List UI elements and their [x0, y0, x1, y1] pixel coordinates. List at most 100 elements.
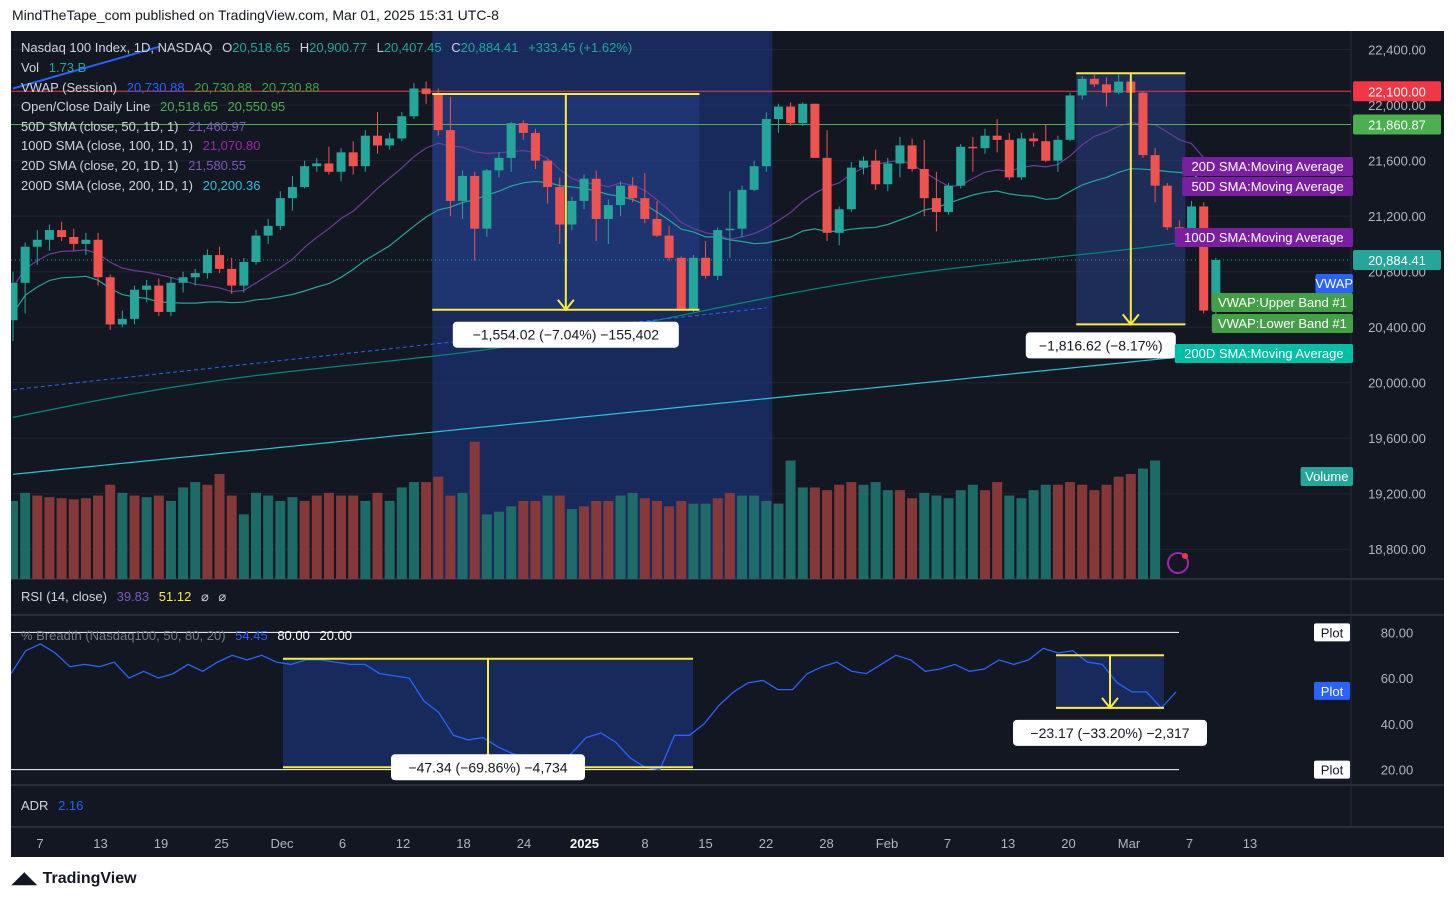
candle-body[interactable] — [761, 119, 771, 167]
candle-body[interactable] — [810, 103, 820, 158]
candle-body[interactable] — [1199, 206, 1209, 311]
plot-tag[interactable]: Plot — [1321, 625, 1344, 640]
candle-body[interactable] — [130, 289, 139, 319]
vwap-legend[interactable]: VWAP (Session) 20,730.88 20,730.88 20,73… — [21, 80, 320, 95]
candle-body[interactable] — [57, 230, 67, 237]
candle-body[interactable] — [543, 160, 553, 188]
candle-body[interactable] — [154, 285, 164, 312]
candle-body[interactable] — [883, 163, 893, 185]
candle-body[interactable] — [445, 130, 455, 201]
chart-area[interactable]: −1,554.02 (−7.04%) −155,402 −1,816.62 (−8… — [11, 31, 1444, 857]
candle-body[interactable] — [603, 205, 613, 219]
candle-body[interactable] — [652, 218, 662, 236]
candle-body[interactable] — [628, 185, 638, 199]
candle-body[interactable] — [20, 246, 30, 283]
candle-body[interactable] — [117, 318, 127, 325]
candle-body[interactable] — [701, 257, 711, 276]
candle-body[interactable] — [11, 282, 18, 321]
candle-body[interactable] — [93, 239, 103, 278]
candle-body[interactable] — [324, 163, 334, 172]
candle-body[interactable] — [688, 257, 698, 310]
candle-body[interactable] — [773, 106, 783, 120]
candle-body[interactable] — [300, 166, 310, 188]
candle-body[interactable] — [397, 116, 407, 139]
candle-body[interactable] — [1065, 95, 1075, 140]
candle-body[interactable] — [555, 187, 565, 225]
candle-body[interactable] — [640, 198, 650, 219]
candle-body[interactable] — [822, 157, 832, 233]
candle-body[interactable] — [786, 106, 796, 124]
candle-body[interactable] — [506, 123, 516, 158]
candle-body[interactable] — [32, 239, 42, 247]
candle-body[interactable] — [142, 285, 152, 290]
candle-body[interactable] — [591, 178, 601, 219]
candle-body[interactable] — [81, 239, 91, 244]
candle-body[interactable] — [713, 230, 723, 276]
candle-body[interactable] — [895, 145, 905, 164]
candle-body[interactable] — [1150, 155, 1160, 186]
candle-body[interactable] — [105, 277, 115, 325]
candle-body[interactable] — [1211, 260, 1221, 311]
rsi-legend[interactable]: RSI (14, close) 39.83 51.12 ⌀ ⌀ — [21, 589, 226, 605]
candle-body[interactable] — [494, 157, 504, 171]
candle-body[interactable] — [1029, 138, 1039, 142]
candle-body[interactable] — [166, 282, 176, 312]
candle-body[interactable] — [859, 160, 868, 168]
indicator-tag[interactable]: Volume — [1305, 469, 1348, 484]
candle-body[interactable] — [1089, 78, 1099, 85]
candle-body[interactable] — [931, 198, 941, 213]
candle-body[interactable] — [433, 94, 443, 131]
indicator-tag[interactable]: VWAP:Lower Band #1 — [1218, 316, 1347, 331]
candle-body[interactable] — [336, 152, 346, 172]
candle-body[interactable] — [664, 235, 674, 258]
adr-legend[interactable]: ADR 2.16 — [21, 798, 83, 813]
candle-body[interactable] — [44, 230, 54, 240]
indicator-tag[interactable]: VWAP:Upper Band #1 — [1218, 295, 1347, 310]
candle-body[interactable] — [1114, 81, 1124, 93]
candle-body[interactable] — [69, 237, 79, 244]
candle-body[interactable] — [1162, 185, 1172, 228]
candle-body[interactable] — [676, 257, 686, 310]
candle-body[interactable] — [749, 166, 759, 190]
candle-body[interactable] — [373, 135, 382, 146]
alert-icon[interactable] — [1167, 552, 1189, 574]
openclose-legend[interactable]: Open/Close Daily Line 20,518.65 20,550.9… — [21, 99, 285, 114]
candle-body[interactable] — [956, 146, 966, 186]
candle-body[interactable] — [1102, 84, 1111, 93]
candle-body[interactable] — [1053, 139, 1063, 161]
candle-body[interactable] — [992, 135, 1002, 140]
candle-body[interactable] — [190, 273, 200, 278]
candle-body[interactable] — [470, 175, 480, 229]
candle-body[interactable] — [227, 268, 237, 286]
candle-body[interactable] — [1016, 138, 1026, 178]
candle-body[interactable] — [458, 175, 468, 201]
candle-body[interactable] — [275, 198, 285, 226]
candle-body[interactable] — [980, 135, 990, 149]
candle-body[interactable] — [518, 123, 528, 133]
candle-body[interactable] — [1004, 139, 1014, 178]
candle-body[interactable] — [263, 225, 273, 236]
sma200-legend[interactable]: 200D SMA (close, 200, 1D, 1) 20,200.36 — [21, 178, 260, 193]
indicator-tag[interactable]: 20D SMA:Moving Average — [1191, 159, 1343, 174]
candle-body[interactable] — [287, 187, 297, 199]
candle-body[interactable] — [968, 146, 978, 149]
indicator-tag[interactable]: 50D SMA:Moving Average — [1191, 179, 1343, 194]
candle-body[interactable] — [834, 209, 844, 233]
candle-body[interactable] — [312, 163, 322, 167]
candle-body[interactable] — [737, 189, 747, 229]
candle-body[interactable] — [202, 255, 212, 274]
sma100-legend[interactable]: 100D SMA (close, 100, 1D, 1) 21,070.80 — [21, 138, 260, 153]
candle-body[interactable] — [239, 261, 249, 286]
candle-body[interactable] — [385, 138, 395, 146]
chart-canvas[interactable]: −1,554.02 (−7.04%) −155,402 −1,816.62 (−8… — [11, 31, 1444, 857]
candle-body[interactable] — [178, 277, 188, 283]
candle-body[interactable] — [616, 185, 625, 206]
plot-tag[interactable]: Plot — [1321, 763, 1344, 778]
candle-body[interactable] — [579, 178, 589, 201]
sma20-legend[interactable]: 20D SMA (close, 20, 1D, 1) 21,580.55 — [21, 158, 246, 173]
candle-body[interactable] — [251, 235, 261, 262]
candle-body[interactable] — [1041, 141, 1051, 161]
candle-body[interactable] — [421, 88, 431, 95]
candle-body[interactable] — [944, 185, 954, 213]
candle-body[interactable] — [1187, 206, 1197, 233]
